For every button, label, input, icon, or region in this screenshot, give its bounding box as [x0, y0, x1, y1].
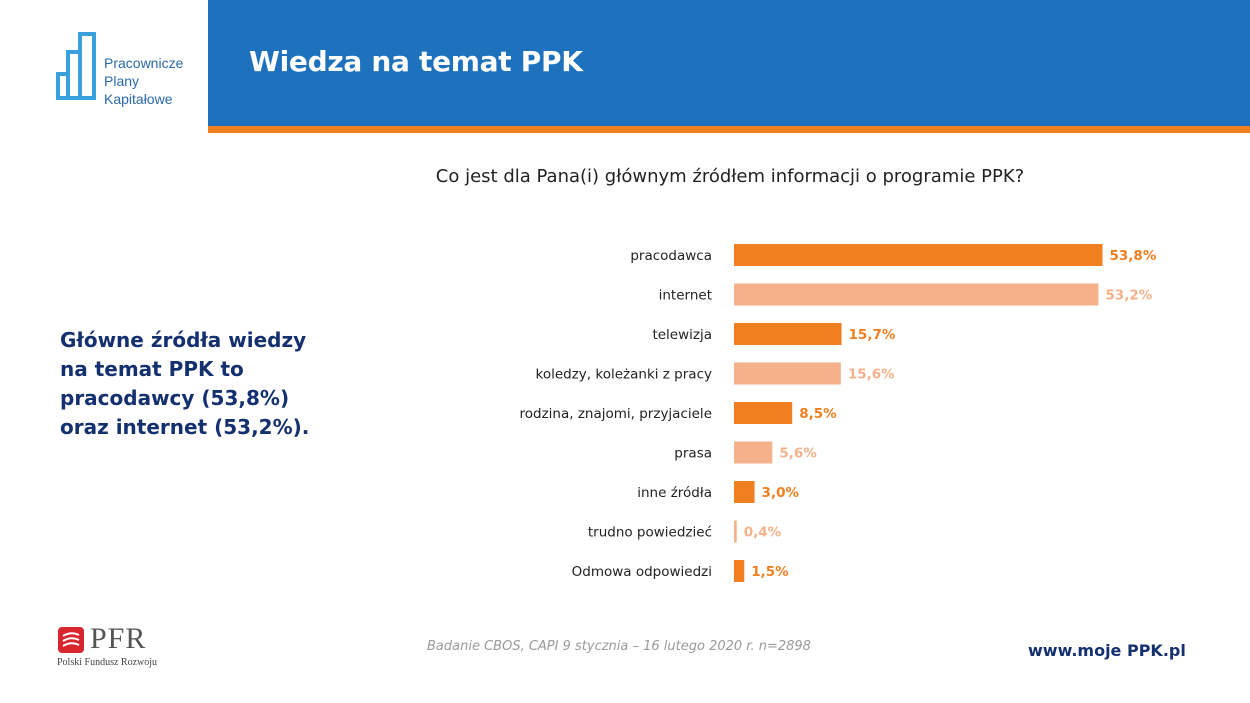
value-label: 5,6%	[779, 446, 817, 462]
value-label: 15,6%	[848, 367, 895, 383]
website-link[interactable]: www.moje PPK.pl	[1028, 641, 1186, 660]
value-label: 3,0%	[762, 485, 800, 501]
category-label: inne źródła	[637, 485, 712, 501]
bar	[734, 283, 1099, 306]
category-label: rodzina, znajomi, przyjaciele	[520, 406, 713, 422]
value-label: 53,2%	[1105, 288, 1152, 304]
logo-line-3: Kapitałowe	[104, 91, 173, 107]
bar	[734, 520, 737, 543]
category-label: telewizja	[652, 327, 712, 343]
bar	[734, 244, 1103, 266]
value-label: 8,5%	[799, 406, 837, 422]
summary-line-1: Główne źródła wiedzy	[60, 328, 307, 352]
value-label: 1,5%	[751, 564, 789, 580]
summary-text: Główne źródła wiedzy na temat PPK to pra…	[60, 326, 340, 442]
source-note: Badanie CBOS, CAPI 9 stycznia – 16 luteg…	[427, 639, 811, 654]
value-label: 0,4%	[744, 525, 782, 541]
bar	[734, 481, 755, 503]
category-label: pracodawca	[630, 248, 712, 264]
pfr-full-name: Polski Fundusz Rozwoju	[57, 657, 158, 668]
category-label: internet	[659, 288, 712, 304]
category-label: trudno powiedzieć	[588, 525, 712, 541]
category-label: prasa	[674, 446, 712, 462]
bar	[734, 560, 745, 582]
category-label: Odmowa odpowiedzi	[572, 564, 712, 580]
page-title: Wiedza na temat PPK	[249, 45, 583, 78]
pfr-logo-icon	[58, 627, 84, 653]
value-label: 53,8%	[1110, 248, 1157, 264]
bar	[734, 323, 842, 345]
bar	[734, 362, 841, 385]
ppk-logo-icon	[56, 32, 96, 100]
category-label: koledzy, koleżanki z pracy	[536, 367, 713, 383]
summary-line-4: oraz internet (53,2%).	[60, 415, 310, 439]
summary-line-3: pracodawcy (53,8%)	[60, 386, 290, 410]
summary-line-2: na temat PPK to	[60, 357, 244, 381]
bar	[734, 441, 773, 464]
pfr-logo-text: PFR	[90, 622, 147, 655]
value-label: 15,7%	[849, 327, 896, 343]
logo-line-2: Plany	[104, 73, 140, 89]
bar	[734, 402, 793, 424]
header-bar	[208, 0, 1250, 126]
header-accent-stripe	[208, 126, 1250, 133]
ppk-logo-text: Pracownicze Plany Kapitałowe	[104, 54, 183, 108]
chart-title: Co jest dla Pana(i) głównym źródłem info…	[435, 166, 1025, 187]
logo-line-1: Pracownicze	[104, 55, 184, 71]
